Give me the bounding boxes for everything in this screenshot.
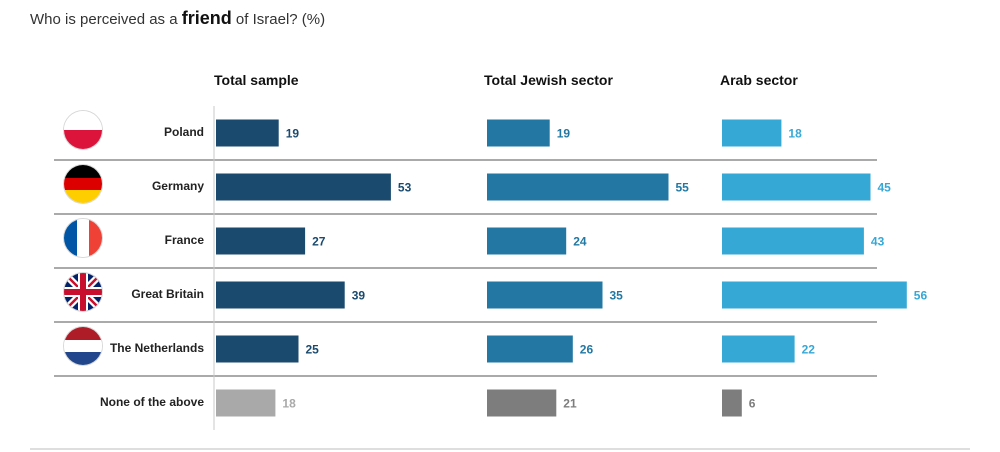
header-total-sample: Total sample — [214, 72, 299, 88]
label-france: France — [164, 233, 204, 247]
header-arab-sector: Arab sector — [720, 72, 798, 88]
great-britain-flag-icon — [64, 273, 102, 311]
value-label-total-jewish-sector-great-britain: 35 — [610, 289, 624, 303]
value-label-total-jewish-sector-none-of-the-above: 21 — [563, 397, 577, 411]
value-label-total-jewish-sector-germany: 55 — [676, 181, 690, 195]
bar-arab-sector-the-netherlands — [722, 335, 795, 363]
bar-total-sample-great-britain — [216, 281, 345, 309]
bar-arab-sector-france — [722, 227, 864, 255]
bar-total-jewish-sector-the-netherlands — [487, 335, 573, 363]
bar-total-jewish-sector-great-britain — [487, 281, 603, 309]
bar-total-jewish-sector-germany — [487, 173, 669, 201]
value-label-total-jewish-sector-poland: 19 — [557, 127, 571, 141]
label-poland: Poland — [163, 125, 204, 139]
value-label-total-jewish-sector-france: 24 — [573, 235, 587, 249]
bar-arab-sector-great-britain — [722, 281, 907, 309]
title-prefix: Who is perceived as a — [30, 11, 182, 28]
header-jewish-sector: Total Jewish sector — [484, 72, 613, 88]
bar-total-sample-the-netherlands — [216, 335, 299, 363]
bar-total-jewish-sector-france — [487, 227, 567, 255]
value-label-total-sample-france: 27 — [312, 235, 326, 249]
netherlands-flag-icon — [64, 327, 102, 365]
label-great-britain: Great Britain — [131, 287, 204, 301]
value-label-total-jewish-sector-the-netherlands: 26 — [580, 343, 594, 357]
value-label-arab-sector-the-netherlands: 22 — [802, 343, 816, 357]
value-label-arab-sector-france: 43 — [871, 235, 885, 249]
title-suffix: of Israel? (%) — [231, 11, 326, 28]
label-none-of-the-above: None of the above — [99, 395, 204, 409]
value-label-total-sample-germany: 53 — [398, 181, 412, 195]
value-label-arab-sector-germany: 45 — [878, 181, 892, 195]
bar-arab-sector-germany — [722, 173, 871, 201]
value-label-total-sample-none-of-the-above: 18 — [282, 397, 296, 411]
bar-total-jewish-sector-none-of-the-above — [487, 389, 557, 417]
label-germany: Germany — [151, 179, 204, 193]
bar-arab-sector-none-of-the-above — [722, 389, 742, 417]
bar-arab-sector-poland — [722, 119, 782, 147]
value-label-total-sample-great-britain: 39 — [352, 289, 366, 303]
value-label-arab-sector-great-britain: 56 — [914, 289, 928, 303]
bar-total-sample-none-of-the-above — [216, 389, 276, 417]
value-label-arab-sector-none-of-the-above: 6 — [749, 397, 756, 411]
value-label-total-sample-the-netherlands: 25 — [306, 343, 320, 357]
title-emphasis: friend — [181, 8, 232, 28]
bar-total-sample-poland — [216, 119, 279, 147]
france-flag-icon — [64, 219, 102, 257]
bar-total-jewish-sector-poland — [487, 119, 550, 147]
chart-title: Who is perceived as a friend of Israel? … — [30, 8, 325, 29]
value-label-total-sample-poland: 19 — [286, 127, 300, 141]
value-label-arab-sector-poland: 18 — [788, 127, 802, 141]
germany-flag-icon — [64, 165, 102, 203]
poland-flag-icon — [64, 111, 102, 149]
bar-total-sample-france — [216, 227, 306, 255]
bar-total-sample-germany — [216, 173, 391, 201]
label-netherlands: The Netherlands — [109, 341, 204, 355]
